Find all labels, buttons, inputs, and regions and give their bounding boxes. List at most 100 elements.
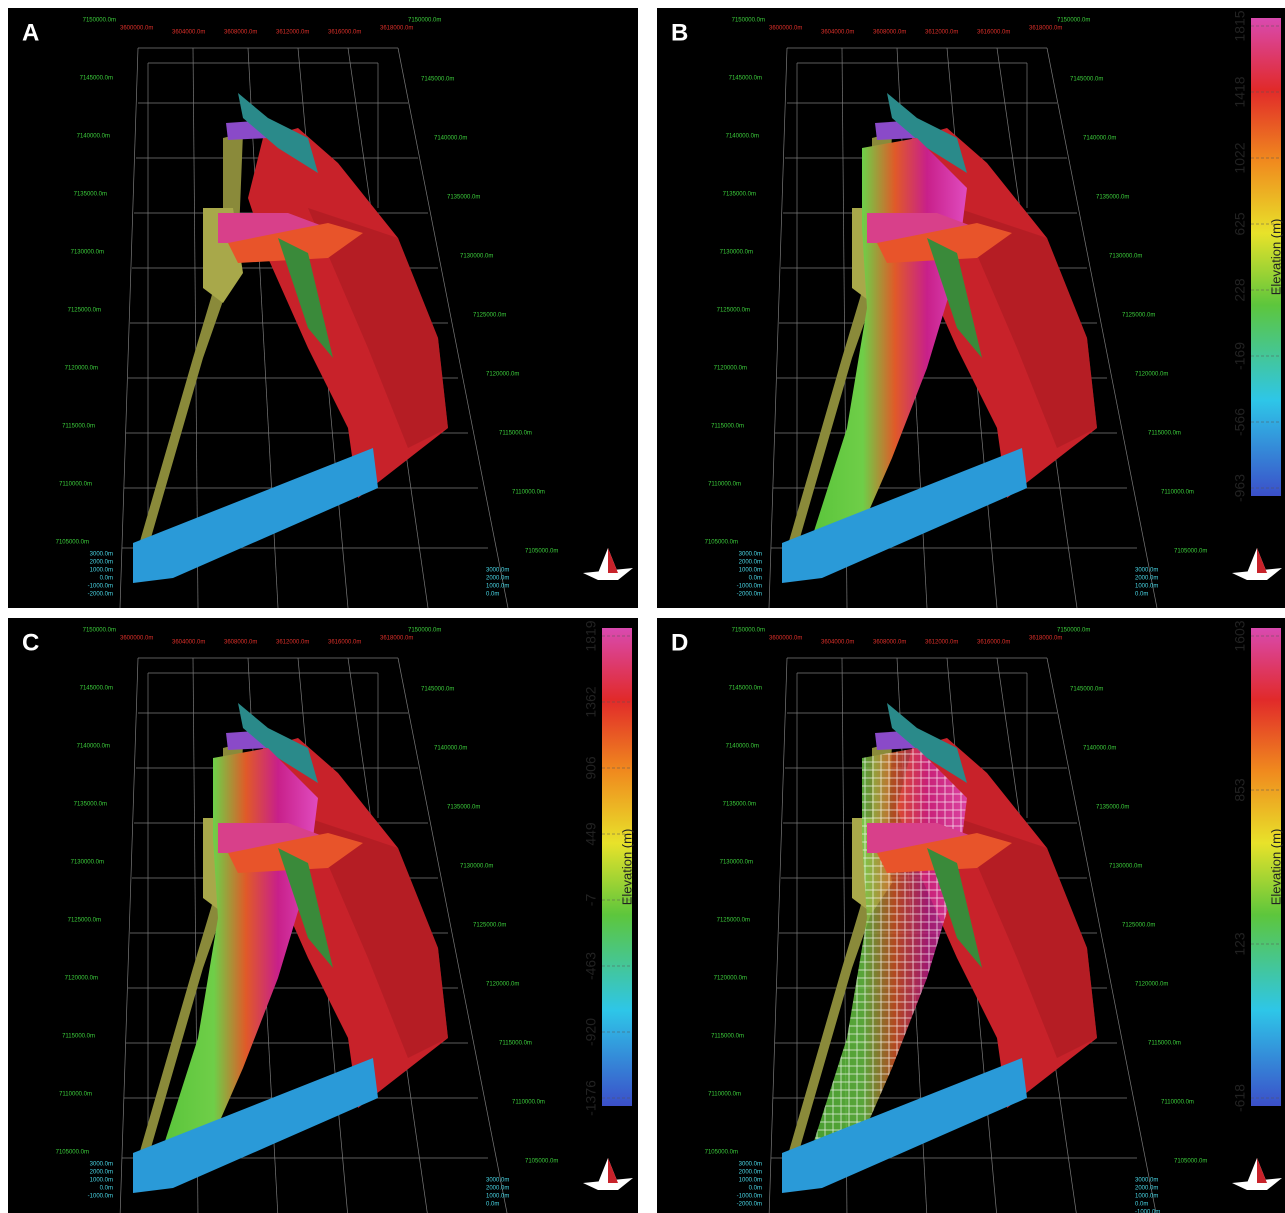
y-label-right: 7110000.0m bbox=[1161, 490, 1194, 496]
x-label-top: 3600000.0m bbox=[769, 26, 802, 32]
z-label-right: 2000.0m bbox=[486, 1186, 509, 1192]
z-label-left: 1000.0m bbox=[90, 568, 113, 574]
y-label-left: 7125000.0m bbox=[717, 918, 750, 924]
y-label-left: 7140000.0m bbox=[77, 134, 110, 140]
colorbar-tick-label: 1603 bbox=[1232, 620, 1248, 651]
y-label-left: 7120000.0m bbox=[65, 366, 98, 372]
z-label-left: 3000.0m bbox=[739, 1162, 762, 1168]
panel-b: B 7150000.0m 7145000.0m 7140000.0m 7135000.0… bbox=[657, 8, 1285, 608]
y-label-left: 7135000.0m bbox=[74, 192, 107, 198]
y-label-left: 7125000.0m bbox=[717, 308, 750, 314]
colorbar-tick-label: -169 bbox=[1232, 342, 1248, 370]
y-label-right: 7110000.0m bbox=[512, 1100, 545, 1106]
y-label-left: 7150000.0m bbox=[732, 628, 765, 634]
colorbar-tick-label: -7 bbox=[583, 894, 599, 907]
y-label-left: 7145000.0m bbox=[80, 76, 113, 82]
y-label-left: 7145000.0m bbox=[729, 686, 762, 692]
z-label-right: 0.0m bbox=[486, 1202, 499, 1208]
z-label-left: 0.0m bbox=[100, 576, 113, 582]
z-label-left: 0.0m bbox=[749, 1186, 762, 1192]
z-label-left: 1000.0m bbox=[90, 1178, 113, 1184]
panel-label: A bbox=[22, 19, 39, 46]
colorbar-tick-label: 625 bbox=[1232, 212, 1248, 236]
y-label-right: 7150000.0m bbox=[1057, 628, 1090, 634]
y-label-right: 7130000.0m bbox=[460, 254, 493, 260]
y-label-right: 7145000.0m bbox=[1070, 77, 1103, 83]
y-label-left: 7110000.0m bbox=[59, 482, 92, 488]
colorbar-tick-label: 449 bbox=[583, 822, 599, 846]
colorbar bbox=[602, 628, 632, 1106]
x-label-top: 3612000.0m bbox=[925, 30, 958, 36]
y-label-left: 7120000.0m bbox=[714, 366, 747, 372]
x-label-top: 3600000.0m bbox=[769, 636, 802, 642]
y-label-right: 7125000.0m bbox=[1122, 923, 1155, 929]
y-label-left: 7150000.0m bbox=[83, 628, 116, 634]
x-label-top: 3618000.0m bbox=[380, 636, 413, 642]
y-label-right: 7125000.0m bbox=[473, 923, 506, 929]
y-label-left: 7125000.0m bbox=[68, 308, 101, 314]
z-label-right: 1000.0m bbox=[486, 584, 509, 590]
colorbar-tick-label: -463 bbox=[583, 952, 599, 980]
x-label-top: 3612000.0m bbox=[276, 30, 309, 36]
z-label-left: 0.0m bbox=[100, 1186, 113, 1192]
y-label-right: 7105000.0m bbox=[1174, 549, 1207, 555]
z-label-left: -2000.0m bbox=[737, 592, 762, 598]
z-label-right: 2000.0m bbox=[1135, 1186, 1158, 1192]
colorbar-tick-label: 1362 bbox=[583, 686, 599, 717]
z-label-left: -2000.0m bbox=[88, 592, 113, 598]
colorbar-title: Elevation (m) bbox=[1268, 829, 1283, 906]
y-label-left: 7145000.0m bbox=[729, 76, 762, 82]
panel-a: A 7150000.0m 7145000.0m 7140000.0m 7135000.0… bbox=[8, 8, 638, 608]
y-label-left: 7150000.0m bbox=[732, 18, 765, 24]
colorbar-title: Elevation (m) bbox=[619, 829, 634, 906]
y-label-left: 7140000.0m bbox=[726, 744, 759, 750]
z-label-left: 2000.0m bbox=[90, 560, 113, 566]
x-label-top: 3604000.0m bbox=[172, 640, 205, 646]
x-label-top: 3618000.0m bbox=[380, 26, 413, 32]
panel-c: C 7150000.0m 7145000.0m 7140000.0m 7135000.0… bbox=[8, 618, 638, 1213]
z-label-left: -1000.0m bbox=[88, 584, 113, 590]
colorbar-title: Elevation (m) bbox=[1268, 219, 1283, 296]
y-label-right: 7115000.0m bbox=[499, 1041, 532, 1047]
y-label-right: 7105000.0m bbox=[525, 1159, 558, 1165]
y-label-left: 7130000.0m bbox=[71, 250, 104, 256]
y-label-left: 7105000.0m bbox=[56, 540, 89, 546]
y-label-right: 7135000.0m bbox=[1096, 195, 1129, 201]
colorbar bbox=[1251, 18, 1281, 496]
z-label-right: 3000.0m bbox=[1135, 568, 1158, 574]
colorbar bbox=[1251, 628, 1281, 1106]
x-label-top: 3612000.0m bbox=[925, 640, 958, 646]
x-label-top: 3608000.0m bbox=[873, 30, 906, 36]
y-label-left: 7105000.0m bbox=[705, 1150, 738, 1156]
z-label-right: 1000.0m bbox=[1135, 1194, 1158, 1200]
y-label-left: 7130000.0m bbox=[720, 860, 753, 866]
y-label-right: 7125000.0m bbox=[473, 313, 506, 319]
y-label-right: 7110000.0m bbox=[512, 490, 545, 496]
y-label-right: 7140000.0m bbox=[1083, 746, 1116, 752]
y-label-right: 7135000.0m bbox=[1096, 805, 1129, 811]
colorbar-tick-label: -566 bbox=[1232, 408, 1248, 436]
y-label-right: 7140000.0m bbox=[434, 746, 467, 752]
z-label-right: 0.0m bbox=[1135, 592, 1148, 598]
y-label-right: 7120000.0m bbox=[486, 372, 519, 378]
z-label-right: 3000.0m bbox=[1135, 1178, 1158, 1184]
y-label-right: 7140000.0m bbox=[434, 136, 467, 142]
panel-label: B bbox=[671, 19, 688, 46]
y-label-left: 7115000.0m bbox=[711, 424, 744, 430]
y-label-left: 7125000.0m bbox=[68, 918, 101, 924]
colorbar-tick-label: 1815 bbox=[1232, 10, 1248, 41]
panel-label: C bbox=[22, 629, 39, 656]
colorbar-tick-label: 1022 bbox=[1232, 142, 1248, 173]
y-label-left: 7105000.0m bbox=[705, 540, 738, 546]
z-label-left: 3000.0m bbox=[739, 552, 762, 558]
z-label-right: 3000.0m bbox=[486, 568, 509, 574]
y-label-left: 7115000.0m bbox=[711, 1034, 744, 1040]
y-label-right: 7120000.0m bbox=[486, 982, 519, 988]
y-label-right: 7145000.0m bbox=[421, 77, 454, 83]
z-label-left: 2000.0m bbox=[739, 1170, 762, 1176]
y-label-right: 7115000.0m bbox=[1148, 1041, 1181, 1047]
y-label-left: 7110000.0m bbox=[708, 1092, 741, 1098]
y-label-left: 7135000.0m bbox=[723, 192, 756, 198]
y-label-left: 7150000.0m bbox=[83, 18, 116, 24]
x-label-top: 3612000.0m bbox=[276, 640, 309, 646]
